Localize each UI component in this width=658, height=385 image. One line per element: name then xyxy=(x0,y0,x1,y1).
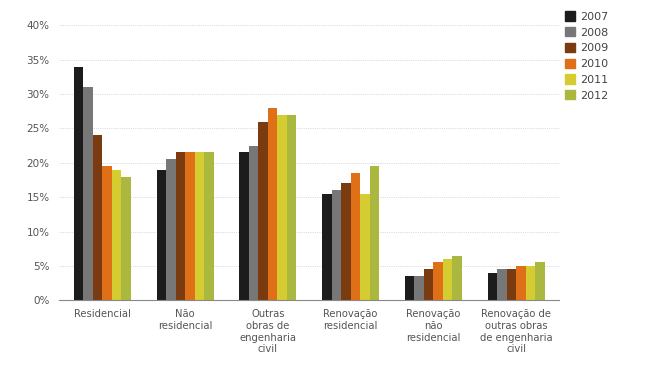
Bar xyxy=(415,276,424,300)
Bar xyxy=(112,170,121,300)
Legend: 2007, 2008, 2009, 2010, 2011, 2012: 2007, 2008, 2009, 2010, 2011, 2012 xyxy=(565,11,609,100)
Bar xyxy=(351,173,360,300)
Bar xyxy=(195,152,204,300)
Bar xyxy=(268,108,278,300)
Bar xyxy=(121,177,131,300)
Bar xyxy=(526,266,536,300)
Bar xyxy=(204,152,214,300)
Bar xyxy=(166,159,176,300)
Bar xyxy=(507,270,517,300)
Bar xyxy=(259,122,268,300)
Bar xyxy=(536,263,545,300)
Bar xyxy=(249,146,259,300)
Bar xyxy=(83,87,93,300)
Bar xyxy=(405,276,415,300)
Bar xyxy=(497,270,507,300)
Bar xyxy=(287,115,296,300)
Bar xyxy=(157,170,166,300)
Bar xyxy=(240,152,249,300)
Bar xyxy=(360,194,370,300)
Bar xyxy=(176,152,185,300)
Bar xyxy=(370,166,379,300)
Bar xyxy=(332,190,341,300)
Bar xyxy=(278,115,287,300)
Bar xyxy=(93,135,102,300)
Bar xyxy=(102,166,112,300)
Bar xyxy=(322,194,332,300)
Bar xyxy=(453,256,462,300)
Bar xyxy=(517,266,526,300)
Bar xyxy=(185,152,195,300)
Bar xyxy=(434,263,443,300)
Bar xyxy=(424,270,434,300)
Bar xyxy=(488,273,497,300)
Bar xyxy=(74,67,83,300)
Bar xyxy=(341,183,351,300)
Bar xyxy=(443,259,453,300)
